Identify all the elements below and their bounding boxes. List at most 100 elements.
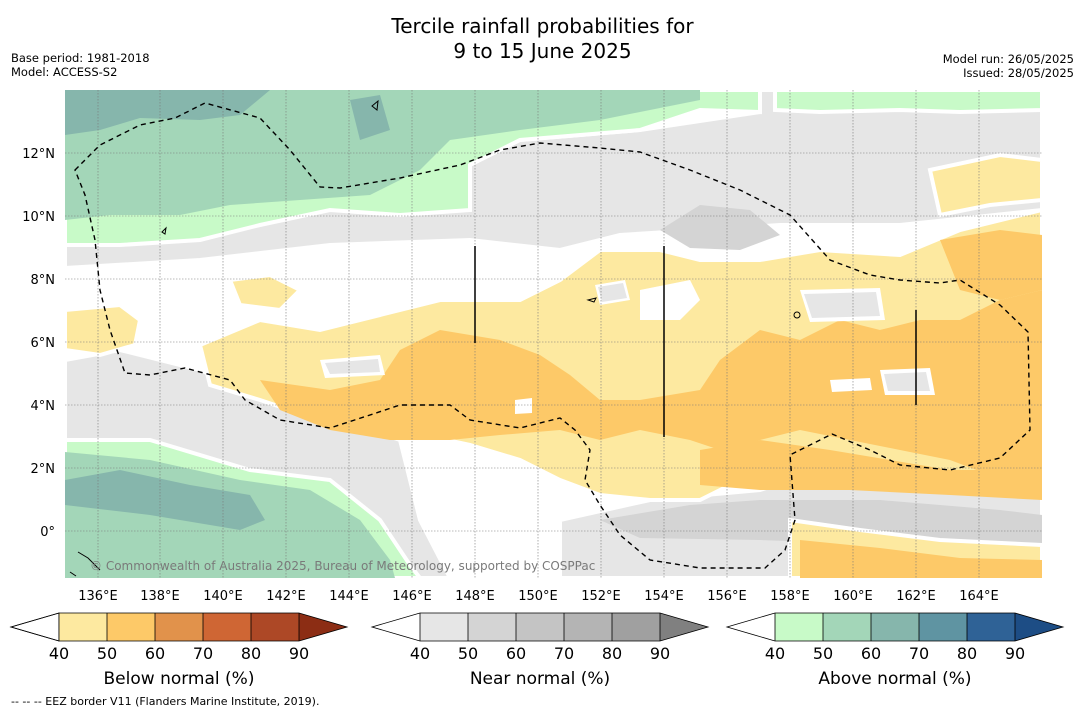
below-normal-region	[800, 540, 1042, 578]
colorbar-segment	[107, 613, 155, 641]
colorbar-tick: 90	[650, 644, 670, 663]
colorbar-tick: 80	[241, 644, 261, 663]
lon-label: 142°E	[266, 589, 306, 604]
colorbar-tick: 40	[49, 644, 69, 663]
gap-region	[180, 310, 215, 325]
colorbar-arrow-right	[1015, 613, 1063, 641]
colorbar-below: 40 50 60 70 80 90 Below normal (%)	[9, 612, 349, 689]
gap-region	[830, 378, 872, 392]
colorbar-arrow-right	[299, 613, 347, 641]
lat-label: 12°N	[22, 147, 55, 162]
model-text: Model: ACCESS-S2	[11, 65, 118, 79]
colorbar-title: Near normal (%)	[470, 669, 610, 689]
lon-label: 156°E	[707, 589, 747, 604]
below-normal-region	[700, 440, 1042, 500]
colorbar-segment	[155, 613, 203, 641]
colorbar-segment	[59, 613, 107, 641]
colorbar-segment	[468, 613, 516, 641]
lon-label: 140°E	[203, 589, 243, 604]
colorbar-segment	[967, 613, 1015, 641]
lon-labels: 136°E 138°E 140°E 142°E 144°E 146°E 148°…	[78, 589, 999, 604]
colorbar-near: 40 50 60 70 80 90 Near normal (%)	[370, 612, 710, 689]
colorbar-tick: 70	[193, 644, 213, 663]
above-normal-region	[65, 90, 270, 135]
colorbar-arrow-left	[9, 612, 60, 642]
colorbar-tick: 40	[765, 644, 785, 663]
colorbar-arrow-left	[372, 613, 420, 641]
below-normal-region	[880, 320, 960, 365]
lat-label: 6°N	[31, 336, 56, 351]
lon-label: 152°E	[581, 589, 621, 604]
lat-label: 4°N	[31, 399, 56, 414]
colorbar-segment	[823, 613, 871, 641]
above-normal-region	[773, 90, 1042, 115]
lat-labels: 12°N 10°N 8°N 6°N 4°N 2°N 0°	[22, 147, 55, 540]
gap-region	[640, 280, 700, 320]
above-normal-region	[65, 470, 265, 530]
lon-label: 162°E	[896, 589, 936, 604]
lon-label: 148°E	[455, 589, 495, 604]
colorbar-tick: 90	[289, 644, 309, 663]
lon-label: 144°E	[329, 589, 369, 604]
meta-left: Base period: 1981-2018 Model: ACCESS-S2	[11, 51, 150, 79]
copyright-text: © Commonwealth of Australia 2025, Bureau…	[90, 559, 595, 573]
below-normal-region	[65, 302, 143, 358]
gap-region	[804, 292, 880, 318]
title-line-2: 9 to 15 June 2025	[453, 39, 632, 63]
meta-right: Model run: 26/05/2025 Issued: 28/05/2025	[943, 52, 1074, 80]
gap-region	[598, 283, 627, 302]
colorbar-tick: 70	[554, 644, 574, 663]
colorbar-tick: 50	[458, 644, 478, 663]
colorbar-above: 40 50 60 70 80 90 Above normal (%)	[725, 612, 1065, 689]
colorbar-segment	[919, 613, 967, 641]
lon-label: 158°E	[770, 589, 810, 604]
lon-label: 138°E	[140, 589, 180, 604]
lon-label: 150°E	[518, 589, 558, 604]
colorbar-segment	[775, 613, 823, 641]
gap-region	[884, 372, 930, 391]
lon-label: 160°E	[833, 589, 873, 604]
colorbar-tick: 90	[1005, 644, 1025, 663]
colorbar-segment	[871, 613, 919, 641]
colorbar-title: Below normal (%)	[104, 669, 255, 689]
gap-region	[515, 398, 532, 414]
colorbar-tick: 50	[97, 644, 117, 663]
below-normal-region	[227, 272, 304, 313]
below-normal-region	[927, 152, 1042, 218]
lon-label: 136°E	[78, 589, 118, 604]
colorbar-title: Above normal (%)	[818, 669, 971, 689]
below-normal-region	[940, 230, 1042, 300]
colorbar-tick: 60	[506, 644, 526, 663]
lat-label: 2°N	[31, 462, 56, 477]
gap-region	[325, 359, 380, 374]
colorbar-segment	[612, 613, 660, 641]
colorbar-segment	[251, 613, 299, 641]
colorbar-arrow-right	[660, 613, 708, 641]
islands	[69, 99, 801, 577]
colorbar-tick: 80	[602, 644, 622, 663]
colorbar-segment	[203, 613, 251, 641]
lon-label: 154°E	[644, 589, 684, 604]
lat-label: 8°N	[31, 273, 56, 288]
colorbar-tick: 50	[813, 644, 833, 663]
colorbar-tick: 70	[909, 644, 929, 663]
eez-border	[74, 102, 1031, 569]
lon-label: 164°E	[959, 589, 999, 604]
map-area	[65, 90, 1042, 578]
base-period-text: Base period: 1981-2018	[11, 51, 150, 65]
above-normal-region	[350, 95, 390, 140]
colorbar-segment	[420, 613, 468, 641]
issued-text: Issued: 28/05/2025	[963, 66, 1074, 80]
colorbar-segment	[564, 613, 612, 641]
model-run-text: Model run: 26/05/2025	[942, 52, 1074, 66]
colorbar-tick: 80	[957, 644, 977, 663]
colorbar-tick: 40	[410, 644, 430, 663]
above-normal-region	[65, 90, 700, 220]
title-line-1: Tercile rainfall probabilities for	[391, 14, 694, 38]
lon-label: 146°E	[392, 589, 432, 604]
lat-label: 0°	[40, 525, 55, 540]
colorbar-tick: 60	[145, 644, 165, 663]
region-dividers	[474, 246, 917, 437]
footnote: -- -- -- EEZ border V11 (Flanders Marine…	[11, 695, 320, 708]
